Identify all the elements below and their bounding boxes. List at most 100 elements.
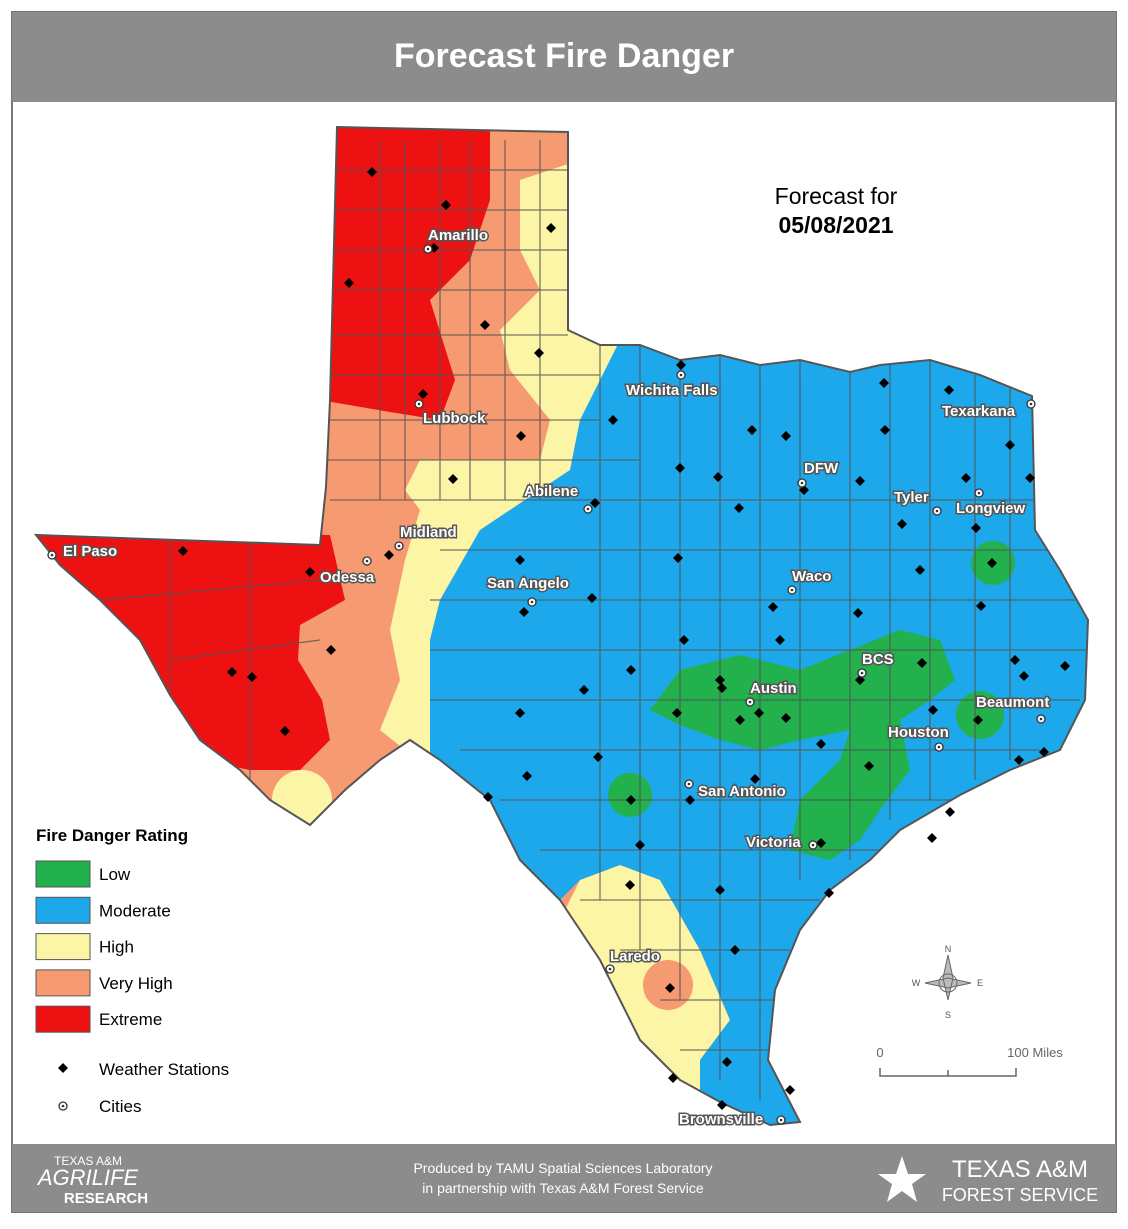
weather-station <box>305 567 315 577</box>
weather-station <box>672 708 682 718</box>
city-marker-dot <box>811 843 815 847</box>
legend-swatch <box>35 933 91 961</box>
legend-label: Very High <box>99 974 173 993</box>
weather-station <box>715 885 725 895</box>
logo-text: RESEARCH <box>64 1190 148 1207</box>
city-marker-dot <box>397 544 401 548</box>
weather-station <box>713 472 723 482</box>
weather-station <box>516 431 526 441</box>
city-marker-dot <box>748 700 752 704</box>
title: Forecast Fire Danger <box>394 37 734 75</box>
city-marker-dot <box>779 1118 783 1122</box>
weather-station <box>635 840 645 850</box>
title-bar <box>12 12 1116 102</box>
city-label: Longview <box>956 500 1026 517</box>
city-label: San Antonio <box>698 783 786 800</box>
city-label: Tyler <box>894 489 929 506</box>
logo-text: AGRILIFE <box>36 1165 139 1190</box>
city-marker-dot <box>937 745 941 749</box>
scale-bar <box>879 1068 1017 1077</box>
weather-station <box>587 593 597 603</box>
weather-station <box>418 389 428 399</box>
weather-station <box>824 888 834 898</box>
city-label: Waco <box>792 568 831 585</box>
city-marker-dot <box>530 600 534 604</box>
high-zone <box>380 160 620 770</box>
logo-text: TEXAS A&M <box>952 1156 1088 1183</box>
weather-station <box>897 519 907 529</box>
credit: Produced by TAMU Spatial Sciences Labora… <box>413 1160 712 1176</box>
city-label: Brownsville <box>679 1111 763 1128</box>
weather-station <box>816 838 826 848</box>
city-marker-dot <box>1039 717 1043 721</box>
weather-station <box>1060 661 1070 671</box>
compass-e: E <box>977 978 983 988</box>
weather-station <box>668 1073 678 1083</box>
weather-station <box>519 607 529 617</box>
extreme-zone <box>36 530 345 770</box>
city-marker-dot <box>790 588 794 592</box>
city-marker-dot <box>977 491 981 495</box>
weather-station <box>608 415 618 425</box>
weather-station <box>1010 655 1020 665</box>
weather-station <box>747 425 757 435</box>
city-label: Wichita Falls <box>626 382 718 399</box>
weather-station <box>785 1085 795 1095</box>
weather-station <box>625 880 635 890</box>
weather-station <box>590 498 600 508</box>
legend-label: Moderate <box>99 901 171 920</box>
weather-station <box>722 1057 732 1067</box>
scale-label: 100 Miles <box>1007 1045 1063 1060</box>
weather-station <box>227 667 237 677</box>
weather-station <box>685 795 695 805</box>
city-label: Beaumont <box>976 694 1049 711</box>
forecast-date: 05/08/2021 <box>778 212 893 238</box>
city-marker-dot <box>608 967 612 971</box>
weather-station <box>879 378 889 388</box>
city-label: Odessa <box>320 569 375 586</box>
city-marker-dot <box>679 373 683 377</box>
weather-station <box>750 774 760 784</box>
city-marker-dot <box>1029 402 1033 406</box>
weather-station <box>864 761 874 771</box>
legend-swatch <box>35 969 91 997</box>
city-marker-dot <box>935 509 939 513</box>
weather-station <box>961 473 971 483</box>
low-zone <box>956 691 1004 739</box>
logo-text: TEXAS A&M <box>54 1154 122 1168</box>
station-symbol <box>58 1063 68 1073</box>
compass-s: S <box>945 1010 951 1020</box>
weather-station <box>522 771 532 781</box>
legend-label: High <box>99 938 134 957</box>
weather-station <box>247 672 257 682</box>
weather-station <box>515 708 525 718</box>
legend-label: Extreme <box>99 1010 162 1029</box>
legend-label: Low <box>99 865 131 884</box>
legend: Low Moderate High Very High Extreme <box>35 860 173 1033</box>
weather-station <box>734 503 744 513</box>
weather-station <box>534 348 544 358</box>
city-label: Amarillo <box>428 227 488 244</box>
forecast-label: Forecast for <box>775 183 898 209</box>
weather-station <box>480 320 490 330</box>
weather-station <box>730 945 740 955</box>
county-lines <box>99 140 1088 1100</box>
weather-station <box>768 602 778 612</box>
city-symbol-dot <box>61 1104 65 1108</box>
cities: El Paso Amarillo Lubbock Wichita Falls Texar… <box>47 226 1051 1130</box>
weather-station <box>917 658 927 668</box>
city-marker-dot <box>586 507 590 511</box>
city-label: DFW <box>804 460 839 477</box>
weather-station <box>973 715 983 725</box>
weather-station <box>944 385 954 395</box>
weather-station <box>178 546 188 556</box>
weather-station <box>775 635 785 645</box>
city-label: Midland <box>400 524 457 541</box>
compass <box>924 954 972 1001</box>
weather-stations <box>178 167 1070 1110</box>
weather-station <box>384 550 394 560</box>
weather-station <box>781 713 791 723</box>
city-label: San Angelo <box>487 575 569 592</box>
weather-station <box>626 665 636 675</box>
